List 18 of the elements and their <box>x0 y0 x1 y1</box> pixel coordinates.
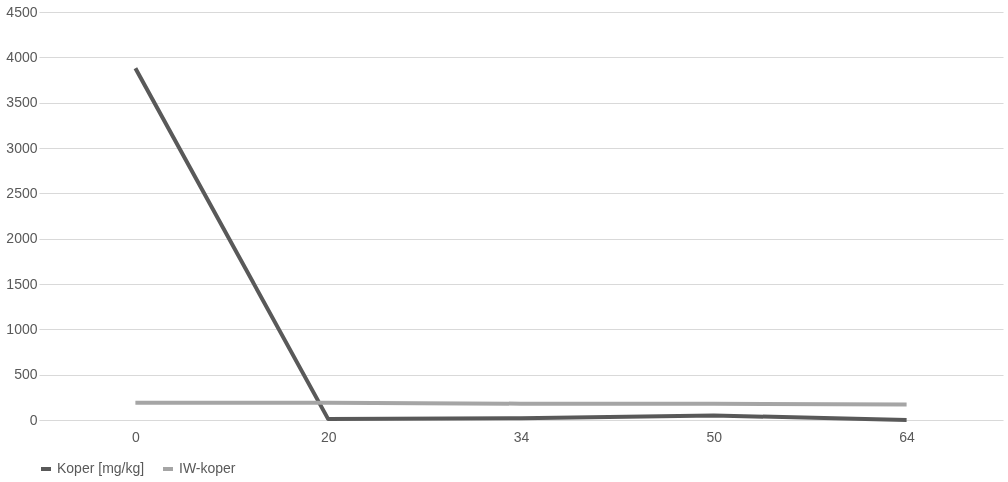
y-tick-label: 3000 <box>6 139 38 156</box>
y-tick-label: 500 <box>14 366 38 383</box>
x-tick-label: 34 <box>513 428 530 445</box>
legend-label: Koper [mg/kg] <box>57 460 145 476</box>
y-tick-label: 1000 <box>6 320 38 337</box>
y-tick-label: 1500 <box>6 275 38 292</box>
y-tick-label: 0 <box>29 411 38 428</box>
y-tick-label: 2500 <box>6 184 38 201</box>
y-tick-label: 4000 <box>6 48 38 65</box>
x-tick-label: 0 <box>132 428 140 445</box>
x-tick-label: 64 <box>899 428 916 445</box>
x-tick-label: 20 <box>320 428 337 445</box>
line-series <box>133 66 909 422</box>
y-tick-label: 2000 <box>6 230 38 247</box>
y-tick-label: 4500 <box>6 3 38 20</box>
y-tick-label: 3500 <box>6 94 38 111</box>
x-tick-label: 50 <box>706 428 723 445</box>
legend-label: IW-koper <box>179 460 236 476</box>
